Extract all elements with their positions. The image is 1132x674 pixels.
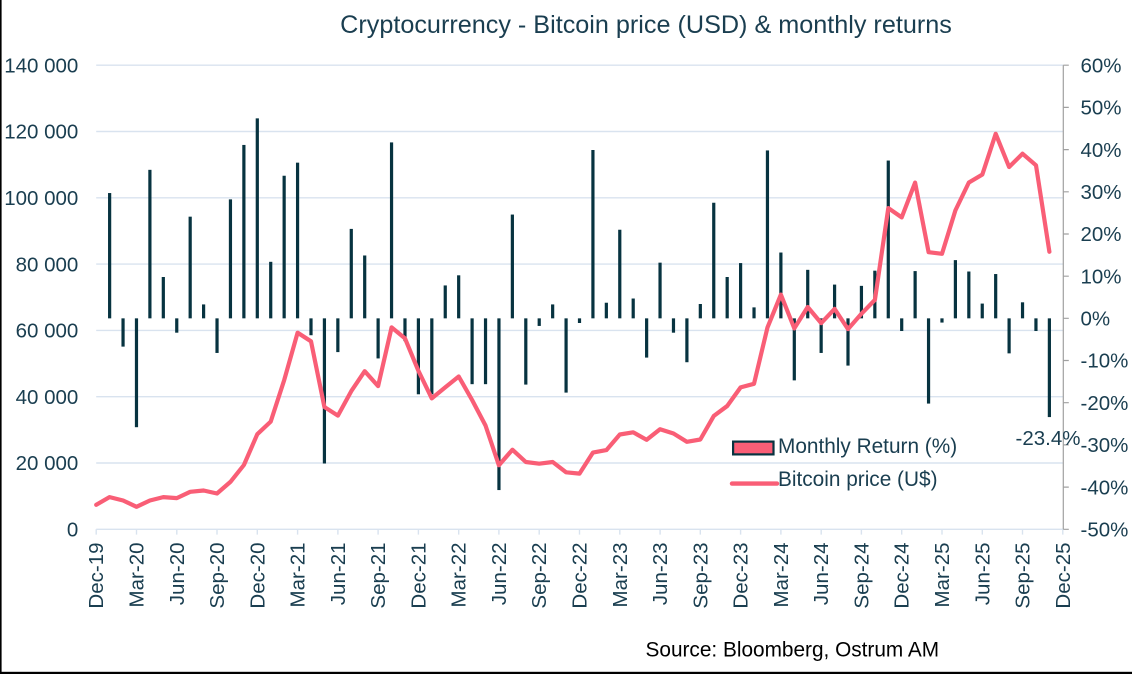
svg-text:Mar-25: Mar-25 <box>931 543 954 608</box>
svg-text:Jun-24: Jun-24 <box>810 543 833 606</box>
svg-text:100 000: 100 000 <box>4 187 78 210</box>
svg-text:Dec-23: Dec-23 <box>730 543 753 609</box>
svg-text:20%: 20% <box>1081 223 1122 246</box>
svg-text:120 000: 120 000 <box>4 121 78 144</box>
svg-text:Sep-21: Sep-21 <box>367 543 390 609</box>
svg-text:Mar-20: Mar-20 <box>126 543 149 608</box>
svg-text:Source: Bloomberg, Ostrum AM: Source: Bloomberg, Ostrum AM <box>646 639 940 662</box>
svg-text:-40%: -40% <box>1081 476 1129 499</box>
svg-text:Jun-21: Jun-21 <box>327 543 350 606</box>
svg-text:20 000: 20 000 <box>16 452 79 475</box>
svg-text:Mar-22: Mar-22 <box>448 543 471 608</box>
svg-text:Jun-22: Jun-22 <box>488 543 511 606</box>
svg-text:40 000: 40 000 <box>16 386 79 409</box>
svg-text:40%: 40% <box>1081 139 1122 162</box>
svg-text:Sep-25: Sep-25 <box>1012 543 1035 609</box>
svg-text:Mar-24: Mar-24 <box>770 543 793 608</box>
svg-text:140 000: 140 000 <box>4 54 78 77</box>
svg-text:Dec-25: Dec-25 <box>1052 543 1075 609</box>
svg-text:60%: 60% <box>1081 54 1122 77</box>
svg-text:Sep-23: Sep-23 <box>689 543 712 609</box>
svg-text:Monthly Return (%): Monthly Return (%) <box>778 435 957 458</box>
svg-text:Dec-21: Dec-21 <box>407 543 430 609</box>
svg-text:Mar-23: Mar-23 <box>609 543 632 608</box>
svg-text:Dec-19: Dec-19 <box>85 543 108 609</box>
svg-text:Sep-20: Sep-20 <box>206 543 229 609</box>
svg-text:-50%: -50% <box>1081 519 1129 542</box>
svg-text:-23.4%: -23.4% <box>1016 427 1081 450</box>
svg-text:Cryptocurrency - Bitcoin price: Cryptocurrency - Bitcoin price (USD) & m… <box>340 11 952 39</box>
svg-text:Bitcoin price (U$): Bitcoin price (U$) <box>778 468 938 491</box>
svg-text:Jun-25: Jun-25 <box>971 543 994 606</box>
svg-text:80 000: 80 000 <box>16 253 79 276</box>
svg-text:Jun-23: Jun-23 <box>649 543 672 606</box>
svg-text:Dec-20: Dec-20 <box>246 543 269 609</box>
svg-text:Dec-24: Dec-24 <box>891 543 914 609</box>
svg-text:Mar-21: Mar-21 <box>287 543 310 608</box>
svg-text:Jun-20: Jun-20 <box>166 543 189 606</box>
svg-text:0: 0 <box>67 519 78 542</box>
svg-text:0%: 0% <box>1081 308 1111 331</box>
svg-text:Sep-22: Sep-22 <box>528 543 551 609</box>
svg-text:50%: 50% <box>1081 97 1122 120</box>
svg-text:-10%: -10% <box>1081 350 1129 373</box>
svg-text:Sep-24: Sep-24 <box>850 543 873 609</box>
svg-text:Dec-22: Dec-22 <box>569 543 592 609</box>
svg-text:-30%: -30% <box>1081 434 1129 457</box>
svg-text:30%: 30% <box>1081 181 1122 204</box>
svg-text:60 000: 60 000 <box>16 320 79 343</box>
svg-text:10%: 10% <box>1081 265 1122 288</box>
svg-text:-20%: -20% <box>1081 392 1129 415</box>
